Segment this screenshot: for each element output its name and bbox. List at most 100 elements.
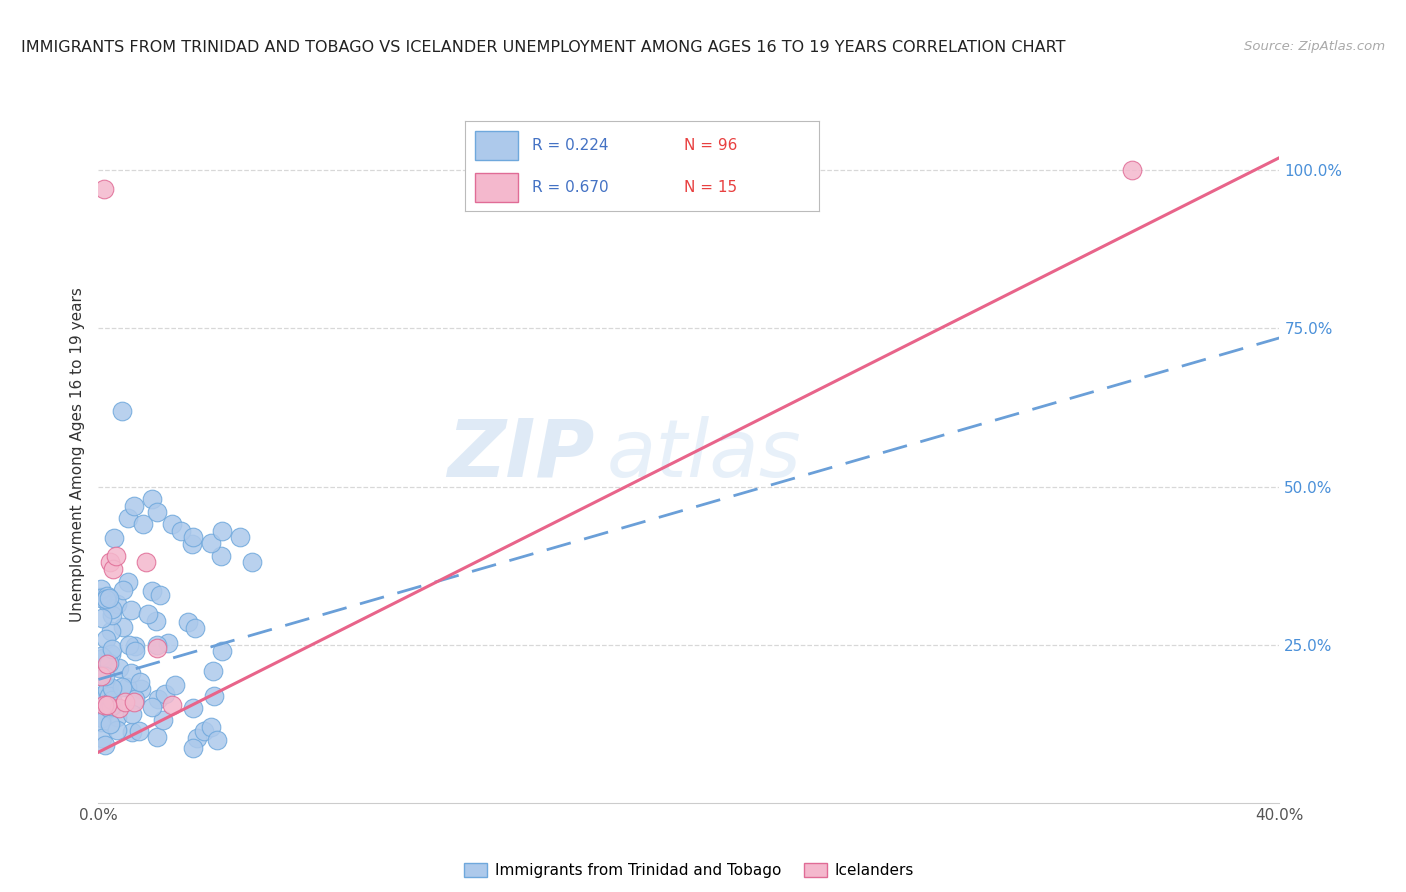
Point [90, 669, 112, 683]
Point [205, 732, 228, 747]
Point [146, 692, 169, 706]
Text: Source: ZipAtlas.com: Source: ZipAtlas.com [1244, 40, 1385, 54]
Point [170, 524, 193, 538]
Point [146, 505, 169, 519]
Point [105, 709, 128, 723]
Point [91, 731, 114, 745]
Point [90, 590, 112, 604]
Point [149, 588, 172, 602]
Point [132, 517, 155, 532]
Point [96, 657, 118, 671]
Point [124, 692, 146, 706]
Point [181, 740, 204, 755]
Legend: Immigrants from Trinidad and Tobago, Icelanders: Immigrants from Trinidad and Tobago, Ice… [458, 857, 920, 884]
Point [136, 607, 159, 621]
Point [128, 675, 150, 690]
Point [162, 517, 183, 532]
Point [181, 536, 204, 550]
Point [97, 681, 120, 695]
Point [181, 701, 204, 715]
Point [117, 511, 139, 525]
Point [156, 636, 179, 650]
Point [90, 582, 112, 597]
Point [98, 690, 121, 704]
Point [184, 621, 207, 635]
Point [146, 638, 169, 652]
Point [96, 632, 118, 646]
Point [98, 716, 121, 731]
Text: ZIP: ZIP [447, 416, 595, 494]
Point [108, 661, 131, 675]
Point [97, 591, 120, 605]
Point [91, 688, 114, 702]
Point [96, 589, 118, 603]
Text: atlas: atlas [606, 416, 801, 494]
Point [90, 610, 112, 624]
Point [105, 597, 128, 611]
Point [122, 695, 145, 709]
Point [91, 651, 114, 665]
Point [120, 603, 142, 617]
Point [124, 640, 146, 654]
Point [100, 698, 122, 713]
Point [101, 642, 124, 657]
Point [202, 664, 225, 678]
Point [100, 647, 122, 661]
Point [103, 562, 125, 576]
Point [117, 680, 139, 694]
Point [90, 652, 112, 666]
Point [209, 549, 232, 563]
Point [202, 689, 225, 703]
Point [162, 698, 183, 712]
Point [101, 698, 124, 712]
Point [121, 724, 143, 739]
Point [96, 683, 118, 698]
Point [135, 556, 157, 570]
Y-axis label: Unemployment Among Ages 16 to 19 years: Unemployment Among Ages 16 to 19 years [69, 287, 84, 623]
Point [90, 649, 112, 664]
Point [111, 403, 134, 417]
Point [146, 640, 169, 655]
Point [94, 591, 117, 606]
Point [101, 602, 124, 616]
Point [1121, 163, 1143, 178]
Point [176, 615, 198, 629]
Point [100, 608, 122, 623]
Point [90, 591, 112, 606]
Point [153, 687, 176, 701]
Point [105, 723, 128, 738]
Point [108, 701, 131, 715]
Point [103, 531, 125, 545]
Point [91, 711, 114, 725]
Point [122, 499, 145, 513]
Point [240, 556, 263, 570]
Point [111, 680, 134, 694]
Point [200, 536, 222, 550]
Point [96, 689, 118, 703]
Point [181, 530, 204, 544]
Point [94, 669, 117, 683]
Point [229, 530, 252, 544]
Point [128, 724, 150, 739]
Point [145, 614, 167, 628]
Point [98, 657, 121, 671]
Point [141, 584, 163, 599]
Point [117, 574, 139, 589]
Point [141, 492, 163, 507]
Point [93, 698, 115, 712]
Point [200, 720, 222, 734]
Point [94, 691, 117, 706]
Point [96, 698, 118, 712]
Point [97, 700, 120, 714]
Point [94, 738, 117, 752]
Point [141, 699, 163, 714]
Point [118, 638, 141, 652]
Point [129, 681, 152, 696]
Point [114, 695, 136, 709]
Point [101, 693, 124, 707]
Point [90, 714, 112, 729]
Point [111, 620, 134, 634]
Point [93, 182, 115, 196]
Point [211, 644, 233, 658]
Point [146, 731, 169, 745]
